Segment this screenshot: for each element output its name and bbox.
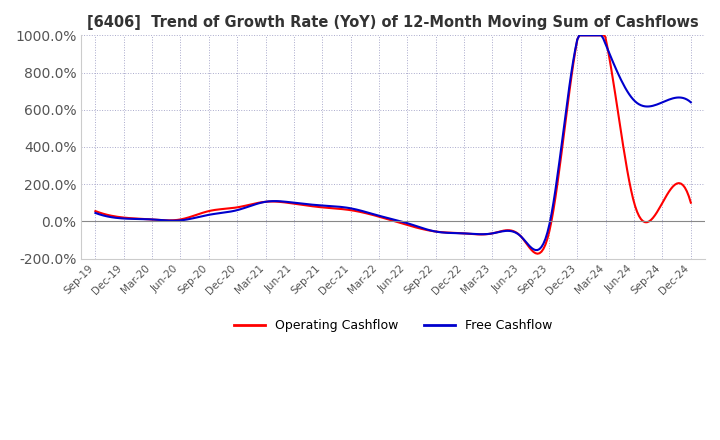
Free Cashflow — [597, 33, 606, 38]
Free Cashflow — [446, 230, 454, 235]
Free Cashflow — [635, 102, 644, 107]
Operating Cashflow — [91, 209, 100, 214]
Operating Cashflow — [635, 213, 644, 219]
Operating Cashflow — [93, 209, 102, 214]
Free Cashflow — [93, 211, 102, 216]
Line: Free Cashflow: Free Cashflow — [96, 35, 690, 250]
Line: Operating Cashflow: Operating Cashflow — [96, 35, 690, 254]
Free Cashflow — [456, 231, 464, 236]
Operating Cashflow — [575, 33, 584, 38]
Free Cashflow — [686, 99, 695, 105]
Legend: Operating Cashflow, Free Cashflow: Operating Cashflow, Free Cashflow — [229, 314, 557, 337]
Title: [6406]  Trend of Growth Rate (YoY) of 12-Month Moving Sum of Cashflows: [6406] Trend of Growth Rate (YoY) of 12-… — [87, 15, 699, 30]
Operating Cashflow — [534, 251, 542, 257]
Free Cashflow — [575, 33, 584, 38]
Operating Cashflow — [456, 231, 464, 236]
Operating Cashflow — [597, 33, 606, 38]
Free Cashflow — [444, 230, 452, 235]
Operating Cashflow — [444, 230, 452, 235]
Operating Cashflow — [686, 200, 695, 205]
Operating Cashflow — [446, 230, 454, 235]
Free Cashflow — [91, 210, 100, 216]
Free Cashflow — [531, 247, 540, 253]
